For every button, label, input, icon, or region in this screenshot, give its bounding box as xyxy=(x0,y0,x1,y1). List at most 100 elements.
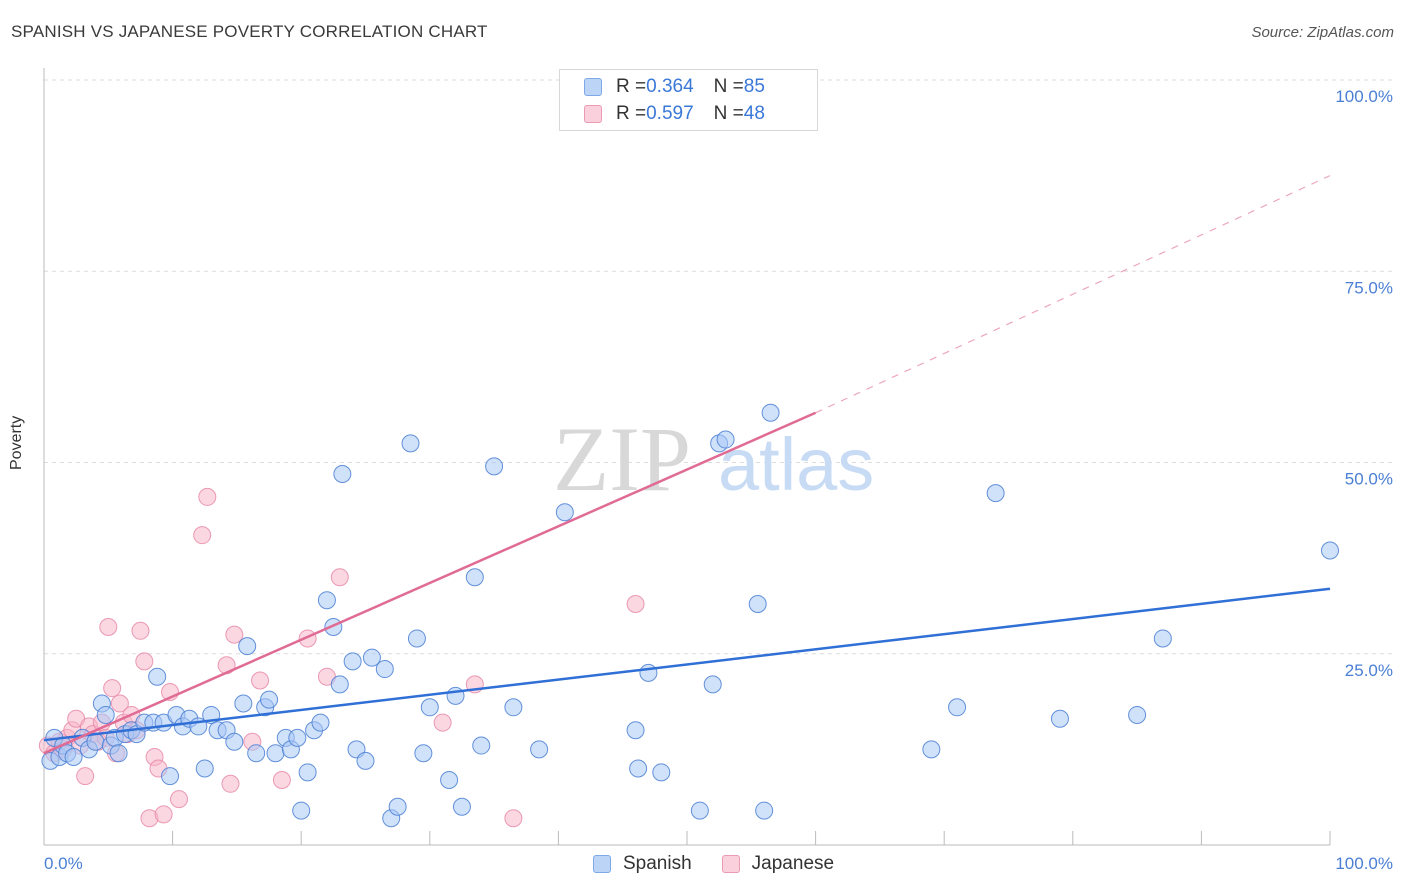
spanish-r-label: R = xyxy=(616,76,647,97)
y-tick-label: 50.0% xyxy=(1345,470,1393,489)
japanese-point[interactable] xyxy=(170,790,189,809)
legend-item-spanish[interactable]: Spanish xyxy=(593,853,692,875)
spanish-point[interactable] xyxy=(96,705,115,724)
spanish-point[interactable] xyxy=(452,797,471,816)
spanish-point[interactable] xyxy=(1128,705,1147,724)
japanese-point[interactable] xyxy=(76,767,95,786)
spanish-point[interactable] xyxy=(401,434,420,453)
spanish-point[interactable] xyxy=(639,663,658,682)
spanish-point[interactable] xyxy=(414,744,433,763)
spanish-point[interactable] xyxy=(317,591,336,610)
japanese-point[interactable] xyxy=(154,805,173,824)
spanish-point[interactable] xyxy=(716,430,735,449)
y-tick-label: 100.0% xyxy=(1335,87,1393,106)
spanish-point[interactable] xyxy=(64,748,83,767)
spanish-point[interactable] xyxy=(292,801,311,820)
spanish-point[interactable] xyxy=(288,728,307,747)
chart-title: SPANISH VS JAPANESE POVERTY CORRELATION … xyxy=(11,22,488,41)
spanish-point[interactable] xyxy=(465,568,484,587)
x-tick-label-max: 100.0% xyxy=(1335,854,1393,873)
spanish-point[interactable] xyxy=(1321,541,1339,560)
spanish-point[interactable] xyxy=(652,763,671,782)
watermark-atlas: atlas xyxy=(718,423,874,506)
y-tick-label: 75.0% xyxy=(1345,278,1393,297)
japanese-point[interactable] xyxy=(131,621,150,640)
japanese-point[interactable] xyxy=(330,568,349,587)
japanese-r-value: 0.597 xyxy=(646,103,694,124)
japanese-legend-label: Japanese xyxy=(751,853,835,874)
spanish-point[interactable] xyxy=(530,740,549,759)
spanish-point[interactable] xyxy=(485,457,504,476)
japanese-point[interactable] xyxy=(193,526,212,545)
spanish-point[interactable] xyxy=(343,652,362,671)
spanish-point[interactable] xyxy=(333,464,352,483)
spanish-point[interactable] xyxy=(761,403,780,422)
spanish-point[interactable] xyxy=(260,690,279,709)
japanese-trend-extension xyxy=(815,175,1331,414)
spanish-point[interactable] xyxy=(1153,629,1172,648)
japanese-point[interactable] xyxy=(198,487,217,506)
spanish-point[interactable] xyxy=(388,797,407,816)
spanish-legend-swatch xyxy=(593,855,611,873)
spanish-point[interactable] xyxy=(986,484,1005,503)
japanese-legend-swatch xyxy=(721,855,740,873)
spanish-point[interactable] xyxy=(748,595,767,614)
spanish-point[interactable] xyxy=(375,660,394,679)
spanish-point[interactable] xyxy=(407,629,426,648)
source-credit: Source: ZipAtlas.com xyxy=(1251,24,1394,41)
spanish-point[interactable] xyxy=(755,801,774,820)
spanish-point[interactable] xyxy=(109,744,128,763)
japanese-point[interactable] xyxy=(99,617,118,636)
spanish-point[interactable] xyxy=(922,740,941,759)
spanish-point[interactable] xyxy=(420,698,439,717)
spanish-point[interactable] xyxy=(195,759,214,778)
japanese-point[interactable] xyxy=(504,809,523,828)
spanish-point[interactable] xyxy=(238,637,257,656)
japanese-point[interactable] xyxy=(110,694,129,713)
spanish-point[interactable] xyxy=(504,698,523,717)
japanese-point[interactable] xyxy=(103,679,122,698)
japanese-point[interactable] xyxy=(225,625,244,644)
spanish-legend-label: Spanish xyxy=(623,853,692,874)
watermark-zip: ZIP xyxy=(553,408,691,510)
legend-item-japanese[interactable]: Japanese xyxy=(721,853,835,875)
japanese-point[interactable] xyxy=(433,713,452,732)
spanish-n-label: N = xyxy=(713,76,744,97)
spanish-point[interactable] xyxy=(311,713,330,732)
correlation-legend: R = 0.364 N = 85 R = 0.597 N = 48 xyxy=(559,69,818,131)
y-tick-label: 25.0% xyxy=(1345,661,1393,680)
japanese-n-value: 48 xyxy=(743,103,765,124)
watermark: ZIP atlas xyxy=(553,408,874,510)
spanish-point[interactable] xyxy=(555,503,574,522)
spanish-n-value: 85 xyxy=(743,76,765,97)
spanish-point[interactable] xyxy=(362,648,381,667)
spanish-r-value: 0.364 xyxy=(646,76,694,97)
x-axis-ticks xyxy=(43,831,1331,845)
spanish-point[interactable] xyxy=(330,675,349,694)
japanese-point[interactable] xyxy=(626,595,645,614)
spanish-point[interactable] xyxy=(247,744,266,763)
spanish-point[interactable] xyxy=(225,732,244,751)
spanish-point[interactable] xyxy=(690,801,709,820)
spanish-point[interactable] xyxy=(234,694,253,713)
spanish-point[interactable] xyxy=(1050,709,1069,728)
spanish-point[interactable] xyxy=(148,667,167,686)
spanish-point[interactable] xyxy=(703,675,722,694)
spanish-point[interactable] xyxy=(629,759,648,778)
grid-lines xyxy=(44,79,1393,655)
spanish-point[interactable] xyxy=(440,770,459,789)
spanish-point[interactable] xyxy=(948,698,967,717)
spanish-point[interactable] xyxy=(472,736,491,755)
japanese-point[interactable] xyxy=(251,671,270,690)
japanese-point[interactable] xyxy=(272,770,291,789)
spanish-point[interactable] xyxy=(298,763,317,782)
spanish-point[interactable] xyxy=(161,767,180,786)
japanese-point[interactable] xyxy=(135,652,154,671)
spanish-point[interactable] xyxy=(266,744,285,763)
japanese-point[interactable] xyxy=(221,774,240,793)
spanish-point[interactable] xyxy=(356,751,375,770)
spanish-trend-line xyxy=(43,587,1331,742)
trend-lines xyxy=(43,175,1331,755)
spanish-point[interactable] xyxy=(626,721,645,740)
